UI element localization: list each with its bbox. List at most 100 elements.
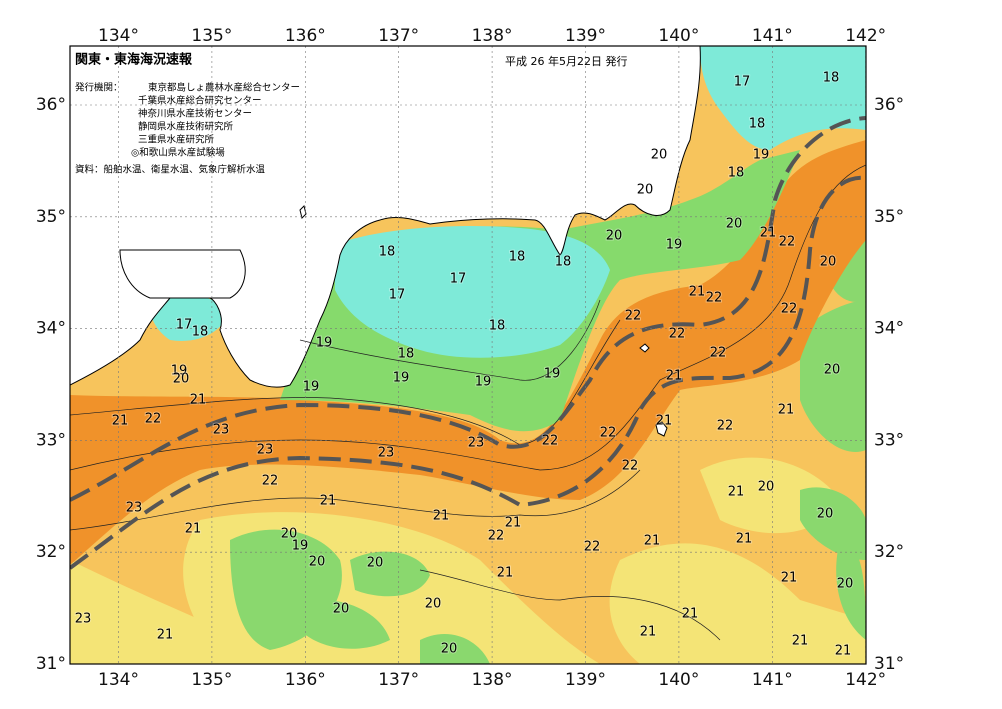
isotherm-label: 22 [262, 474, 279, 489]
isotherm-label: 20 [173, 372, 190, 387]
longitude-label: 139° [565, 670, 606, 690]
latitude-label: 32° [36, 542, 66, 562]
isotherm-label: 19 [544, 367, 561, 382]
isotherm-label: 21 [682, 607, 699, 622]
longitude-label: 138° [472, 26, 513, 46]
longitude-label: 136° [285, 26, 326, 46]
longitude-label: 134° [98, 26, 139, 46]
isotherm-label: 18 [555, 255, 572, 270]
isotherm-label: 23 [378, 446, 395, 461]
longitude-label: 134° [98, 670, 139, 690]
longitude-label: 135° [191, 670, 232, 690]
green-zone [230, 160, 866, 664]
longitude-label: 140° [658, 26, 699, 46]
isotherm-label: 22 [145, 412, 162, 427]
issuers-label: 発行機関： [75, 82, 123, 94]
isotherm-label: 20 [758, 480, 775, 495]
isotherm-label: 20 [281, 527, 298, 542]
organization: 神奈川県水産技術センター [138, 108, 252, 120]
isotherm-label: 20 [367, 556, 384, 571]
isotherm-label: 22 [710, 346, 727, 361]
longitude-label: 142° [845, 670, 886, 690]
axis-labels: 134° 134° 135° 135° 136° 136° 137° 137° 138° 138°… [36, 26, 904, 690]
latitude-label: 32° [874, 542, 904, 562]
isotherm-label: 21 [835, 644, 852, 659]
isotherm-label: 21 [157, 628, 174, 643]
isotherm-label: 18 [379, 245, 396, 260]
isotherm-label: 20 [309, 555, 326, 570]
longitude-label: 139° [565, 26, 606, 46]
isotherm-label: 20 [425, 597, 442, 612]
organization: ◎和歌山県水産試験場 [131, 147, 225, 159]
island [299, 205, 668, 437]
isotherm-label: 22 [625, 309, 642, 324]
longitude-label: 141° [752, 670, 793, 690]
isotherm-label: 22 [600, 426, 617, 441]
isotherm-label: 20 [606, 229, 623, 244]
latitude-label: 36° [36, 95, 66, 115]
isotherm-label: 18 [489, 319, 506, 334]
northeast-cyan [700, 46, 866, 150]
isotherm-label: 18 [398, 347, 415, 362]
isotherm-label: 18 [192, 325, 209, 340]
isotherm-label: 22 [706, 291, 723, 306]
isotherm-label: 21 [112, 414, 129, 429]
isotherm-label: 17 [450, 272, 467, 287]
organization: 静岡県水産技術研究所 [138, 121, 234, 133]
isotherm-label: 23 [75, 612, 92, 627]
isotherm-label: 21 [666, 369, 683, 384]
longitude-label: 142° [845, 26, 886, 46]
longitude-label: 137° [378, 670, 419, 690]
coastal-cyan [335, 225, 610, 358]
isotherm-label: 22 [669, 327, 686, 342]
channel-cyan [149, 294, 230, 341]
latitude-label: 36° [874, 95, 904, 115]
isotherm-label: 19 [666, 238, 683, 253]
isotherm-label: 19 [303, 380, 320, 395]
isotherm-label: 21 [644, 534, 661, 549]
issue-date: 平成 26 年5月22日 発行 [505, 54, 627, 68]
isotherm-label: 21 [781, 571, 798, 586]
isotherm-label: 20 [817, 507, 834, 522]
isotherm-label: 20 [726, 217, 743, 232]
organization: 東京都島しょ農林水産総合センター [148, 82, 300, 94]
longitude-label: 140° [658, 670, 699, 690]
isotherm-label: 21 [190, 393, 207, 408]
organization: 千葉県水産総合研究センター [138, 95, 262, 107]
isotherm-label: 21 [792, 634, 809, 649]
longitude-label: 137° [378, 26, 419, 46]
isotherm-label: 23 [213, 423, 230, 438]
isotherm-label: 21 [497, 566, 514, 581]
isotherm-label: 20 [637, 183, 654, 198]
kuroshio-edge [70, 116, 866, 570]
map-frame [69, 45, 867, 665]
isotherm-label: 22 [717, 419, 734, 434]
longitude-label: 136° [285, 670, 326, 690]
isotherm-label: 22 [488, 529, 505, 544]
isotherm-label: 19 [171, 364, 188, 379]
isotherm-label: 21 [736, 532, 753, 547]
isotherm-label: 21 [185, 522, 202, 537]
latitude-label: 35° [36, 207, 66, 227]
isotherm-label: 23 [257, 443, 274, 458]
isotherm-label: 20 [824, 363, 841, 378]
isotherm-label: 21 [640, 625, 657, 640]
isotherm-label: 21 [505, 516, 522, 531]
isotherm-label: 22 [584, 540, 601, 555]
title: 関東・東海海況速報 [75, 52, 193, 68]
isotherm-label: 21 [689, 285, 706, 300]
latitude-label: 33° [874, 430, 904, 450]
isotherm-label: 20 [441, 642, 458, 657]
isotherm-label: 23 [468, 436, 485, 451]
isotherm-label: 21 [433, 509, 450, 524]
latitude-label: 33° [36, 430, 66, 450]
isotherm-label: 18 [728, 166, 745, 181]
latitude-label: 31° [36, 654, 66, 674]
longitude-label: 138° [472, 670, 513, 690]
isotherm-label: 17 [389, 288, 406, 303]
isotherm-label: 20 [820, 255, 837, 270]
latitude-label: 31° [874, 654, 904, 674]
isotherm-label: 22 [542, 434, 559, 449]
